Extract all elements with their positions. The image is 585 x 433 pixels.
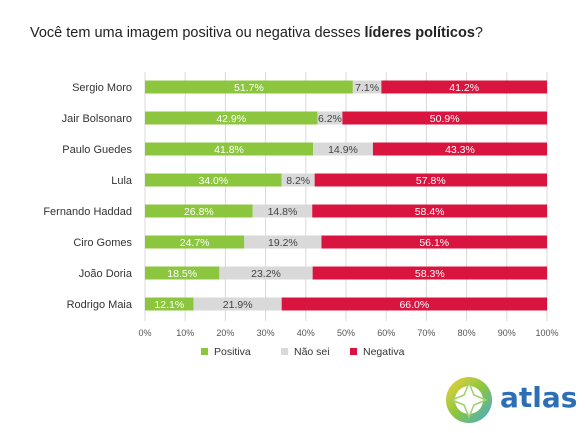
data-label: 6.2% (318, 113, 342, 125)
data-label: 57.8% (416, 175, 446, 187)
x-tick-label: 10% (176, 328, 194, 338)
atlas-logo-icon (446, 377, 492, 423)
data-label: 43.3% (445, 144, 475, 156)
data-label: 41.2% (449, 82, 479, 94)
bar-segment (372, 142, 547, 156)
legend-label: Não sei (294, 346, 330, 358)
legend-swatch (281, 348, 288, 355)
category-label: Fernando Haddad (43, 206, 132, 218)
bar-segment (281, 173, 315, 187)
data-label: 51.7% (234, 82, 264, 94)
bar-segment (193, 297, 282, 311)
bar-segment (145, 235, 245, 249)
stacked-bar-chart: 0% 10% 20% 30% 40% 50% 60% 70% 80% 90% 100% Sergio … (43, 72, 559, 358)
x-tick-label: 80% (458, 328, 476, 338)
bar-segment (314, 173, 547, 187)
category-label: Sergio Moro (72, 82, 132, 94)
x-tick-label: 60% (377, 328, 395, 338)
x-tick-label: 90% (498, 328, 516, 338)
bar-segment (312, 266, 547, 280)
title-text: Você tem uma imagem positiva ou negativa… (30, 25, 365, 41)
data-label: 34.0% (198, 175, 228, 187)
bar-segment (317, 111, 343, 125)
title-bold-text: líderes políticos (364, 25, 475, 41)
legend-label: Positiva (214, 346, 251, 358)
title-suffix: ? (474, 25, 483, 41)
x-tick-label: 40% (297, 328, 315, 338)
data-label: 56.1% (419, 237, 449, 249)
x-tick-label: 70% (417, 328, 435, 338)
bar-segment (313, 142, 373, 156)
category-label: Lula (111, 175, 133, 187)
atlas-logo-text: atlas (500, 381, 578, 414)
x-tick-label: 20% (216, 328, 234, 338)
atlas-logo: atlas (442, 373, 577, 429)
data-label: 58.3% (415, 268, 445, 280)
data-label: 8.2% (286, 175, 310, 187)
legend-swatch (350, 348, 357, 355)
bar-segment (312, 204, 547, 218)
bar-segment (145, 266, 220, 280)
bar-segment (145, 80, 353, 94)
bar-segment (145, 297, 194, 311)
bar-segment (145, 204, 253, 218)
data-label: 42.9% (216, 113, 246, 125)
bar-segment (244, 235, 322, 249)
category-label: Jair Bolsonaro (62, 113, 132, 125)
data-label: 12.1% (154, 299, 184, 311)
chart-title: Você tem uma imagem positiva ou negativa… (30, 25, 570, 41)
x-tick-label: 50% (337, 328, 355, 338)
bar-segment (321, 235, 547, 249)
bar-segment (145, 111, 318, 125)
x-tick-label: 100% (535, 328, 558, 338)
data-label: 50.9% (430, 113, 460, 125)
bar-segment (342, 111, 547, 125)
data-label: 18.5% (167, 268, 197, 280)
x-tick-label: 0% (138, 328, 151, 338)
bar-segment (145, 173, 282, 187)
bar-segment (381, 80, 547, 94)
bar-segment (252, 204, 313, 218)
legend-swatch (201, 348, 208, 355)
data-label: 23.2% (251, 268, 281, 280)
bar-segment (281, 297, 547, 311)
data-label: 66.0% (399, 299, 429, 311)
data-label: 21.9% (223, 299, 253, 311)
data-label: 41.8% (214, 144, 244, 156)
data-label: 58.4% (415, 206, 445, 218)
bar-segment (219, 266, 313, 280)
category-label: Rodrigo Maia (67, 299, 133, 311)
bar-segment (352, 80, 382, 94)
data-label: 14.9% (328, 144, 358, 156)
category-label: Paulo Guedes (62, 144, 132, 156)
data-label: 14.8% (268, 206, 298, 218)
data-label: 24.7% (180, 237, 210, 249)
data-label: 26.8% (184, 206, 214, 218)
x-tick-label: 30% (257, 328, 275, 338)
category-label: João Doria (79, 268, 133, 280)
data-label: 7.1% (355, 82, 379, 94)
legend-label: Negativa (363, 346, 405, 358)
bar-segment (145, 142, 314, 156)
category-label: Ciro Gomes (73, 237, 132, 249)
data-label: 19.2% (268, 237, 298, 249)
